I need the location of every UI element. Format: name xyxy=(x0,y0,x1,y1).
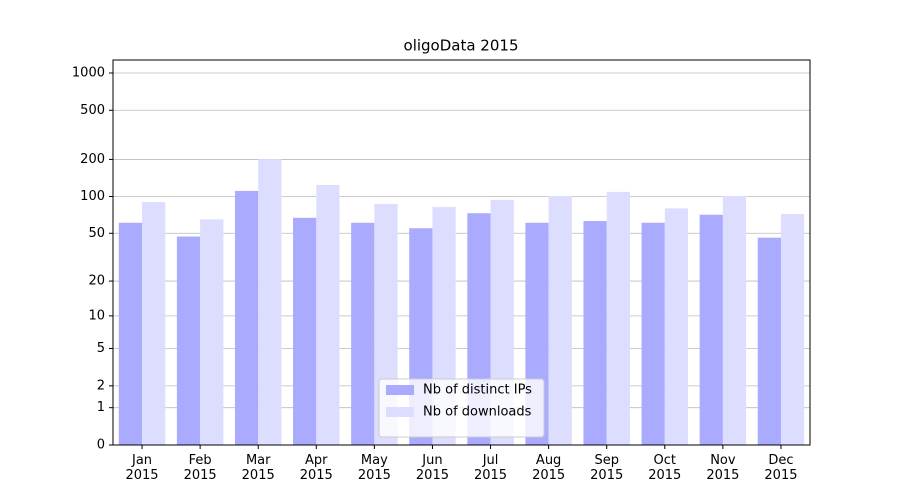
bar xyxy=(293,217,317,445)
bar xyxy=(118,222,143,445)
bar xyxy=(316,185,340,445)
bar xyxy=(142,202,166,445)
bar xyxy=(200,219,224,445)
x-tick-label: Apr 2015 xyxy=(299,453,333,483)
legend-swatch xyxy=(386,407,414,417)
x-tick-label: Jun 2015 xyxy=(415,453,449,483)
bar xyxy=(722,195,747,445)
x-tick-label: Oct 2015 xyxy=(648,453,682,483)
bar xyxy=(606,191,630,445)
bar xyxy=(234,190,259,445)
y-tick-label: 500 xyxy=(80,103,105,118)
y-tick-label: 100 xyxy=(80,189,105,204)
x-tick-label: Jan 2015 xyxy=(125,453,159,483)
bar xyxy=(583,221,607,445)
y-tick-label: 0 xyxy=(97,438,105,453)
x-tick-label: Sep 2015 xyxy=(590,453,624,483)
y-tick-label: 2 xyxy=(97,378,105,393)
y-tick-label: 20 xyxy=(88,274,105,289)
x-tick-label: Dec 2015 xyxy=(764,453,798,483)
x-tick-label: Feb 2015 xyxy=(183,453,217,483)
x-tick-label: Mar 2015 xyxy=(241,453,275,483)
y-tick-label: 1 xyxy=(97,400,105,415)
x-tick-label: Aug 2015 xyxy=(532,453,566,483)
x-tick-label: May 2015 xyxy=(357,453,391,483)
bar xyxy=(780,213,805,445)
legend-swatch xyxy=(386,385,414,395)
bar xyxy=(176,236,201,445)
x-tick-label: Nov 2015 xyxy=(706,453,740,483)
chart-title: oligoData 2015 xyxy=(404,37,519,55)
bar xyxy=(699,214,723,445)
x-tick-label: Jul 2015 xyxy=(473,453,508,483)
bar xyxy=(351,222,375,445)
y-tick-label: 1000 xyxy=(72,65,105,80)
bar xyxy=(664,208,689,445)
bar xyxy=(258,159,282,445)
y-tick-label: 50 xyxy=(88,226,105,241)
plot-frame xyxy=(112,59,811,446)
y-tick-label: 5 xyxy=(97,341,105,356)
legend-label: Nb of distinct IPs xyxy=(423,383,532,398)
bar xyxy=(757,237,781,445)
bar xyxy=(641,222,665,445)
legend-box xyxy=(378,378,545,438)
bar xyxy=(548,195,572,445)
y-tick-label: 10 xyxy=(88,308,105,323)
y-tick-label: 200 xyxy=(80,152,105,167)
legend-label: Nb of downloads xyxy=(423,405,532,420)
